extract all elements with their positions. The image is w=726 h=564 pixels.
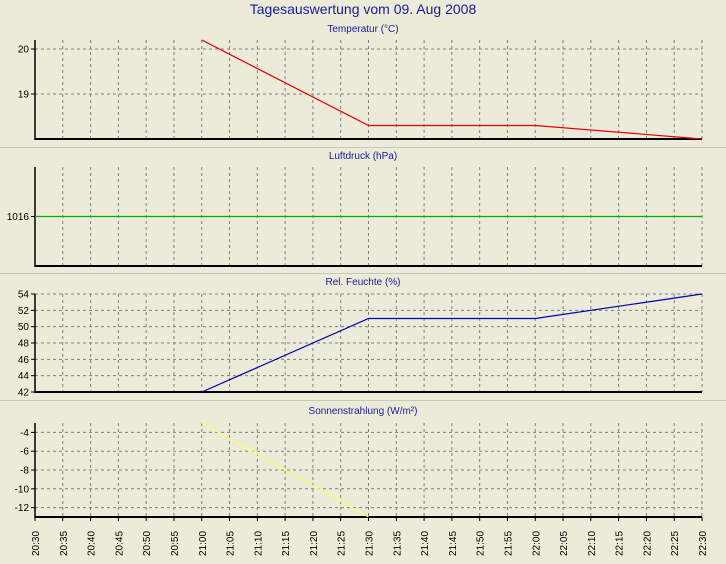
x-tick-label: 21:20	[309, 531, 320, 556]
panel-title-radiation: Sonnenstrahlung (W/m²)	[308, 406, 418, 417]
x-tick-label: 21:55	[503, 531, 514, 556]
panel-title-temperature: Temperatur (°C)	[327, 24, 399, 35]
y-tick-label: -12	[15, 503, 30, 514]
x-tick-label: 21:30	[365, 531, 376, 556]
y-tick-label: -10	[15, 484, 30, 495]
x-tick-label: 21:15	[281, 531, 292, 556]
x-tick-label: 20:40	[87, 531, 98, 556]
panel-title-pressure: Luftdruck (hPa)	[328, 151, 398, 162]
panel-divider	[0, 273, 726, 274]
series-line	[201, 39, 703, 140]
x-tick-label: 21:35	[392, 531, 403, 556]
y-tick-label: -6	[20, 447, 29, 458]
x-tick-label: 22:00	[531, 531, 542, 556]
y-tick-label: 1016	[7, 212, 30, 223]
y-tick-label: 52	[18, 306, 30, 317]
x-tick-label: 21:45	[448, 531, 459, 556]
x-tick-label: 20:30	[31, 531, 42, 556]
x-tick-label: 22:15	[615, 531, 626, 556]
x-tick-label: 21:25	[337, 531, 348, 556]
x-tick-label: 21:50	[476, 531, 487, 556]
y-tick-label: 19	[18, 90, 30, 101]
panel-title-humidity: Rel. Feuchte (%)	[325, 277, 401, 288]
series-line	[201, 422, 369, 518]
x-tick-label: 20:35	[59, 531, 70, 556]
series-line	[201, 293, 703, 393]
y-tick-label: -4	[20, 428, 29, 439]
x-tick-label: 21:10	[253, 531, 264, 556]
panel-divider	[0, 400, 726, 401]
x-tick-label: 20:50	[142, 531, 153, 556]
y-tick-label: 50	[18, 322, 30, 333]
y-tick-label: 48	[18, 339, 30, 350]
x-tick-label: 22:10	[587, 531, 598, 556]
x-tick-label: 20:55	[170, 531, 181, 556]
y-tick-label: 20	[18, 45, 30, 56]
x-tick-label: 22:20	[642, 531, 653, 556]
x-tick-label: 22:25	[670, 531, 681, 556]
y-tick-label: 54	[18, 290, 30, 301]
y-tick-label: -8	[20, 466, 29, 477]
y-tick-label: 44	[18, 371, 30, 382]
x-tick-label: 22:05	[559, 531, 570, 556]
x-tick-label: 21:05	[226, 531, 237, 556]
panel-divider	[0, 147, 726, 148]
x-tick-label: 21:00	[198, 531, 209, 556]
x-tick-label: 20:45	[114, 531, 125, 556]
x-tick-label: 22:30	[698, 531, 709, 556]
page-title: Tagesauswertung vom 09. Aug 2008	[249, 1, 477, 17]
x-tick-label: 21:40	[420, 531, 431, 556]
y-tick-label: 46	[18, 355, 30, 366]
y-tick-label: 42	[18, 388, 30, 399]
